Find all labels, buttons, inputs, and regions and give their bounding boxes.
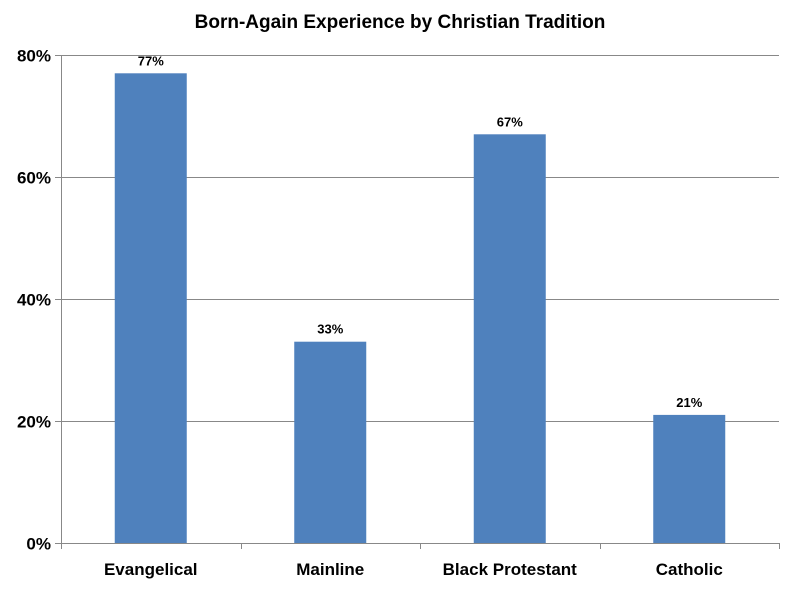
chart-title: Born-Again Experience by Christian Tradi… — [195, 12, 606, 33]
bar — [653, 414, 726, 543]
data-label: 67% — [497, 114, 523, 129]
y-tick-label: 40% — [17, 291, 51, 310]
y-tick-label: 80% — [17, 47, 51, 66]
y-tick-label: 60% — [17, 169, 51, 188]
x-category-label: Evangelical — [104, 560, 198, 579]
x-category-label: Catholic — [656, 560, 723, 579]
y-tick-label: 20% — [17, 413, 51, 432]
data-label: 77% — [138, 53, 164, 68]
data-label: 21% — [676, 395, 702, 410]
bar — [114, 73, 187, 544]
bars — [114, 73, 726, 544]
axes — [55, 55, 780, 549]
bar — [473, 134, 546, 544]
y-tick-label: 0% — [26, 535, 51, 554]
x-category-label: Black Protestant — [443, 560, 577, 579]
labels: 0% 20% 40% 60% 80% 77% Evangelical 33% Mainline 6… — [17, 47, 723, 580]
x-category-label: Mainline — [296, 560, 364, 579]
bar — [294, 341, 367, 543]
data-label: 33% — [317, 322, 343, 337]
